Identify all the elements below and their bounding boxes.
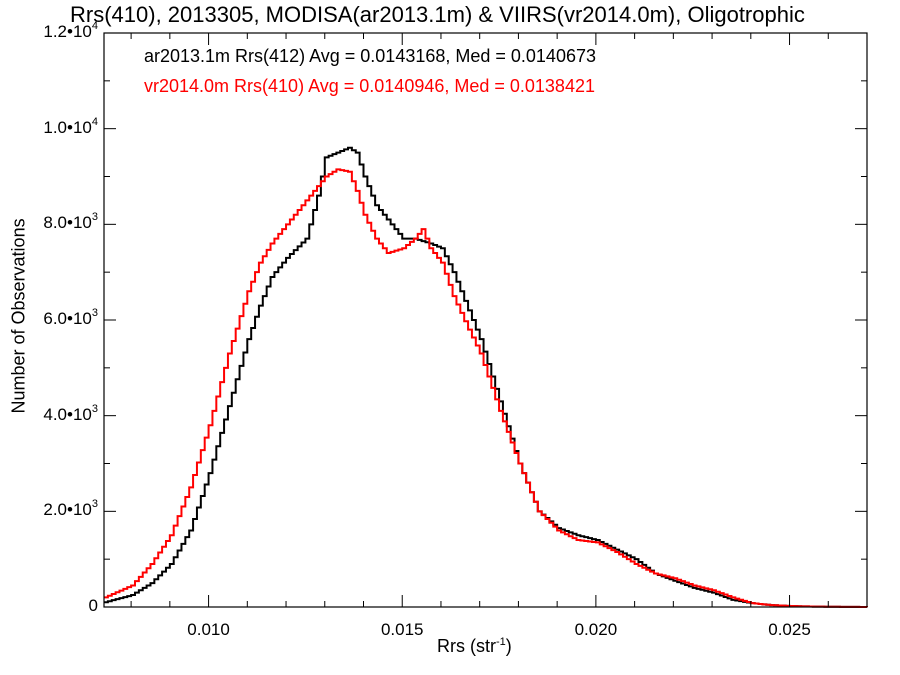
y-tick-label: 1.2•104 bbox=[43, 20, 98, 41]
y-tick-label: 6.0•103 bbox=[43, 307, 98, 328]
series-line-modisa bbox=[104, 146, 868, 608]
y-tick-label: 0 bbox=[88, 596, 98, 615]
x-tick-label: 0.015 bbox=[380, 620, 424, 639]
x-axis-label: Rrs (str-1) bbox=[437, 636, 512, 656]
series-line-viirs bbox=[104, 168, 868, 608]
y-tick-label: 2.0•103 bbox=[43, 498, 98, 520]
y-tick-label: 4.0•103 bbox=[43, 402, 98, 424]
plot-frame bbox=[103, 32, 868, 608]
y-tick-label: 1.0•104 bbox=[43, 115, 98, 137]
legend-entry-viirs: vr2014.0m Rrs(410) Avg = 0.0140946, Med … bbox=[144, 76, 595, 96]
chart-title: Rrs(410), 2013305, MODISA(ar2013.1m) & V… bbox=[70, 2, 805, 27]
x-tick-label: 0.025 bbox=[768, 620, 811, 639]
legend-entry-modisa: ar2013.1m Rrs(412) Avg = 0.0143168, Med … bbox=[144, 46, 596, 66]
y-tick-label: 8.0•103 bbox=[43, 211, 98, 233]
x-tick-label: 0.010 bbox=[187, 620, 230, 639]
x-tick-label: 0.020 bbox=[574, 620, 618, 639]
